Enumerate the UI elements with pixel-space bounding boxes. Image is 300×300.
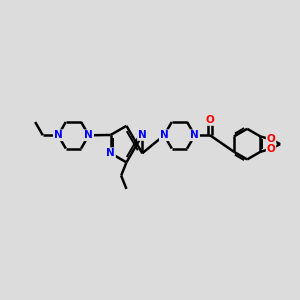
Text: N: N — [54, 130, 62, 140]
Text: N: N — [138, 130, 147, 140]
Text: O: O — [267, 134, 275, 144]
Text: N: N — [106, 148, 115, 158]
Text: N: N — [160, 130, 169, 140]
Text: N: N — [190, 130, 199, 140]
Text: O: O — [267, 144, 275, 154]
Text: O: O — [206, 115, 214, 125]
Text: N: N — [84, 130, 93, 140]
